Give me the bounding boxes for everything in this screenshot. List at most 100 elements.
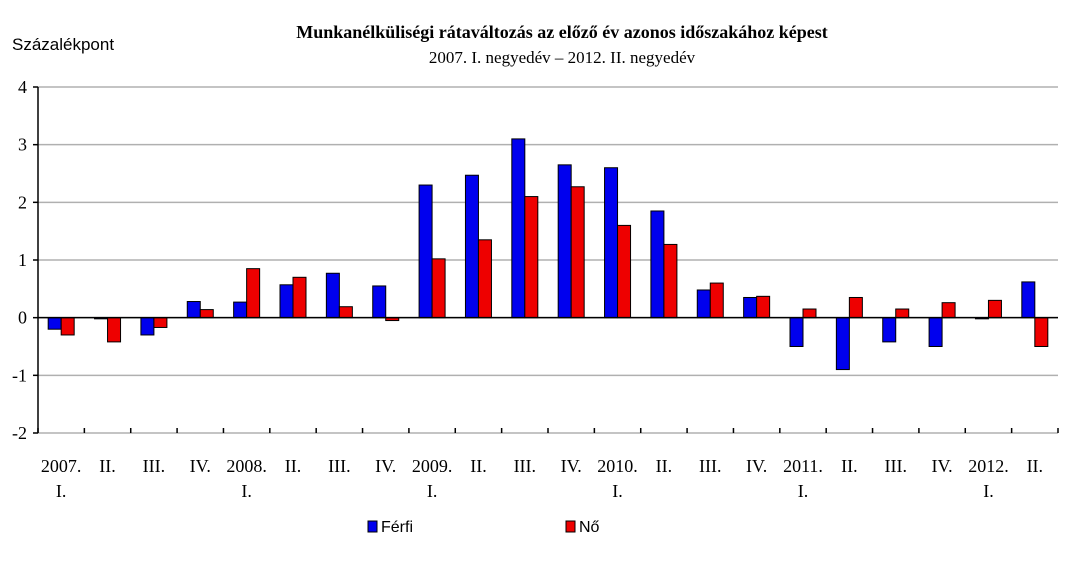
x-tick-label: IV.	[931, 456, 952, 476]
x-tick-label: 2007. I.	[41, 456, 82, 501]
x-tick-label: 2009. I.	[412, 456, 453, 501]
x-tick-label-line: IV.	[190, 456, 211, 476]
bar-ferfi	[464, 174, 479, 319]
bar-no	[1034, 317, 1049, 347]
bar-no	[941, 302, 956, 319]
bar-ferfi	[882, 317, 897, 343]
x-tick-label: III.	[328, 456, 350, 476]
x-tick-label: II.	[285, 456, 302, 476]
chart-title: Munkanélküliségi rátaváltozás az előző é…	[296, 22, 828, 42]
bar-no	[848, 296, 863, 319]
x-tick-label: II.	[470, 456, 487, 476]
bar-ferfi	[835, 317, 850, 371]
bar-ferfi	[650, 210, 665, 319]
y-tick-label: 4	[18, 77, 27, 97]
bar-ferfi	[186, 301, 201, 319]
legend-swatch-no	[565, 520, 576, 533]
bar-ferfi	[743, 296, 758, 319]
legend-swatch-ferfi	[367, 520, 378, 533]
bar-ferfi	[47, 317, 62, 330]
bar-no	[107, 317, 122, 343]
grid-lines	[38, 86, 1058, 434]
bar-no	[756, 295, 771, 319]
x-tick-label-line: III.	[143, 456, 165, 476]
x-tick-label-line: 2010.	[597, 456, 638, 476]
bar-no	[338, 306, 353, 319]
x-tick-label: IV.	[375, 456, 396, 476]
legend-label-ferfi: Férfi	[381, 519, 413, 536]
x-tick-label-line: II.	[1027, 456, 1044, 476]
y-tick-label: -1	[12, 365, 27, 385]
bar-no	[431, 258, 446, 319]
bar-no	[570, 186, 585, 319]
x-tick-label-line: III.	[328, 456, 350, 476]
x-tick-label-line: 2011.	[783, 456, 823, 476]
y-tick-label: -2	[12, 423, 27, 443]
bar-ferfi	[557, 164, 572, 319]
bar-no	[477, 239, 492, 319]
x-tick-label: IV.	[746, 456, 767, 476]
bar-no	[292, 276, 307, 319]
y-tick-label: 0	[18, 308, 27, 328]
x-tick-label-line: IV.	[746, 456, 767, 476]
x-tick-label: II.	[99, 456, 116, 476]
x-tick-label-line: II.	[99, 456, 116, 476]
x-tick-label-line: IV.	[561, 456, 582, 476]
x-tick-label-line: I.	[427, 481, 438, 501]
x-tick-label: 2011. I.	[783, 456, 823, 501]
x-tick-label: 2010. I.	[597, 456, 638, 501]
bar-no	[802, 308, 817, 319]
x-tick-label-line: 2008.	[226, 456, 267, 476]
bar-no	[709, 282, 724, 319]
x-tick-label-line: III.	[884, 456, 906, 476]
x-tick-label: 2008. I.	[226, 456, 267, 501]
bar-ferfi	[696, 289, 711, 319]
bar-no	[524, 196, 539, 319]
bar-no	[987, 299, 1002, 319]
bar-ferfi	[140, 317, 155, 336]
x-tick-label-line: I.	[983, 481, 994, 501]
x-tick-label: III.	[884, 456, 906, 476]
y-tick-label: 2	[18, 192, 27, 212]
x-tick-label: II.	[1027, 456, 1044, 476]
y-tick-label: 3	[18, 135, 27, 155]
bar-ferfi	[1021, 281, 1036, 319]
x-tick-label: IV.	[561, 456, 582, 476]
bar-ferfi	[604, 167, 619, 319]
legend-label-no: Nő	[579, 519, 600, 536]
bar-ferfi	[233, 301, 248, 319]
bar-no	[246, 268, 261, 319]
x-tick-label: 2012. I.	[968, 456, 1009, 501]
x-tick-label: II.	[841, 456, 858, 476]
x-tick-label: II.	[656, 456, 673, 476]
y-axis-label: Százalékpont	[12, 35, 114, 54]
x-tick-label-line: II.	[470, 456, 487, 476]
x-tick-label-line: IV.	[375, 456, 396, 476]
y-tick-label: 1	[18, 250, 27, 270]
x-tick-label-line: II.	[841, 456, 858, 476]
x-tick-label-line: III.	[514, 456, 536, 476]
bar-ferfi	[418, 184, 433, 319]
x-tick-label-line: II.	[656, 456, 673, 476]
x-tick-label: III.	[699, 456, 721, 476]
x-tick-label: IV.	[190, 456, 211, 476]
bar-ferfi	[325, 272, 340, 319]
x-tick-label-line: I.	[56, 481, 67, 501]
bar-ferfi	[511, 138, 526, 319]
x-tick-label-line: II.	[285, 456, 302, 476]
bar-no	[153, 317, 168, 328]
bar-ferfi	[789, 317, 804, 347]
x-tick-label-line: IV.	[931, 456, 952, 476]
bar-ferfi	[928, 317, 943, 347]
x-tick-label-line: 2012.	[968, 456, 1009, 476]
y-tick-labels: 4 3 2 1 0 -1 -2	[12, 77, 27, 443]
axes-group	[33, 86, 1059, 434]
bar-no	[199, 309, 214, 319]
bars-group	[47, 138, 1049, 371]
bar-ferfi	[372, 285, 387, 319]
x-tick-label-line: I.	[241, 481, 252, 501]
x-tick-label-line: III.	[699, 456, 721, 476]
bar-no	[663, 243, 678, 319]
